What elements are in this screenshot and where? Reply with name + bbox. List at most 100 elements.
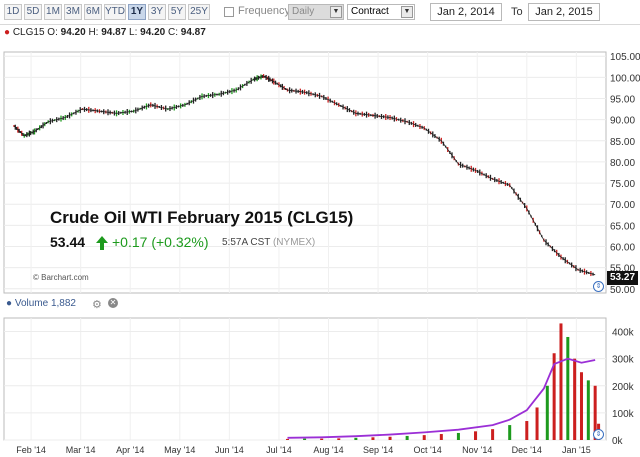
x-tick-label: Jul '14 (266, 445, 292, 455)
contract-value: Contract (351, 6, 389, 17)
volume-bar (586, 380, 590, 440)
volume-bar (337, 438, 341, 440)
volume-bar (320, 438, 324, 440)
volume-tick-label: 400k (612, 328, 635, 339)
volume-bar (552, 353, 556, 440)
price-scroll-button[interactable]: ⇕ (593, 281, 604, 292)
close-label: C: (167, 27, 178, 38)
volume-bar (285, 438, 289, 440)
volume-bar (439, 434, 443, 440)
quote-time: 5:57A CST (NYMEX) (222, 237, 315, 248)
range-1d[interactable]: 1D (4, 4, 22, 20)
volume-bar (474, 431, 478, 440)
volume-tick-label: 300k (612, 355, 635, 366)
x-tick-label: Nov '14 (462, 445, 492, 455)
ohlc-readout: ● CLG15 O: 94.20 H: 94.87 L: 94.20 C: 94… (4, 27, 206, 38)
price-tick-label: 105.00 (610, 52, 640, 63)
volume-bar (405, 435, 409, 440)
price-tick-label: 60.00 (610, 242, 635, 253)
range-3m[interactable]: 3M (64, 4, 82, 20)
volume-bar (579, 372, 583, 440)
price-tick-label: 90.00 (610, 116, 635, 127)
open-value: 94.20 (60, 27, 86, 38)
frequency-checkbox[interactable] (224, 7, 234, 17)
volume-bar (545, 385, 549, 440)
price-change: +0.17 (+0.32%) (112, 234, 209, 250)
x-tick-label: Sep '14 (363, 445, 393, 455)
price-tick-label: 85.00 (610, 137, 635, 148)
price-tick-label: 95.00 (610, 95, 635, 106)
volume-bar (456, 432, 460, 440)
range-ytd[interactable]: YTD (104, 4, 126, 20)
x-tick-label: Oct '14 (414, 445, 442, 455)
volume-average-line (287, 357, 596, 439)
volume-tick-label: 200k (612, 382, 635, 393)
price-tick-label: 50.00 (610, 285, 635, 296)
x-tick-label: Jan '15 (562, 445, 591, 455)
volume-bar (371, 437, 375, 440)
to-date-input[interactable]: Jan 2, 2015 (528, 3, 600, 21)
x-tick-label: Aug '14 (313, 445, 343, 455)
volume-label: ● Volume 1,882 (6, 298, 76, 309)
from-date-input[interactable]: Jan 2, 2014 (430, 3, 502, 21)
last-price-tag: 53.27 (607, 271, 638, 285)
range-3y[interactable]: 3Y (148, 4, 166, 20)
chevron-down-icon: ▼ (401, 6, 413, 18)
collapse-triangle-icon[interactable]: ● (6, 298, 13, 309)
price-tick-label: 100.00 (610, 73, 640, 84)
volume-bar (566, 336, 570, 440)
volume-bar (508, 425, 512, 440)
last-price: 53.44 (50, 234, 86, 250)
volume-bar (593, 385, 597, 440)
contract-select[interactable]: Contract ▼ (347, 4, 415, 20)
volume-bar (535, 407, 539, 440)
high-value: 94.87 (101, 27, 127, 38)
instrument-title: Crude Oil WTI February 2015 (CLG15) (50, 208, 354, 227)
symbol: CLG15 (12, 27, 45, 38)
range-1m[interactable]: 1M (44, 4, 62, 20)
volume-scroll-button[interactable]: ⇕ (593, 429, 604, 440)
range-6m[interactable]: 6M (84, 4, 102, 20)
low-label: L: (129, 27, 138, 38)
price-tick-label: 65.00 (610, 221, 635, 232)
volume-bar (573, 358, 577, 440)
open-label: O: (47, 27, 58, 38)
x-tick-label: May '14 (164, 445, 195, 455)
range-25y[interactable]: 25Y (188, 4, 210, 20)
volume-bar (525, 421, 529, 440)
volume-label-text: Volume (14, 298, 49, 309)
range-5y[interactable]: 5Y (168, 4, 186, 20)
range-1y[interactable]: 1Y (128, 4, 146, 20)
series-dot-icon: ● (4, 27, 11, 38)
x-tick-label: Dec '14 (512, 445, 542, 455)
low-value: 94.20 (140, 27, 166, 38)
volume-bar (491, 429, 495, 440)
high-label: H: (88, 27, 99, 38)
close-icon[interactable]: ✕ (108, 298, 118, 308)
close-value: 94.87 (180, 27, 206, 38)
x-tick-label: Jun '14 (215, 445, 244, 455)
barchart-credit: © Barchart.com (33, 273, 89, 282)
frequency-value: Daily (292, 6, 315, 17)
volume-tick-label: 0k (612, 436, 624, 447)
frequency-select[interactable]: Daily ▼ (288, 4, 344, 20)
range-5d[interactable]: 5D (24, 4, 42, 20)
gear-icon[interactable]: ⚙ (92, 299, 102, 311)
price-tick-label: 70.00 (610, 200, 635, 211)
x-tick-label: Feb '14 (16, 445, 46, 455)
volume-value: 1,882 (50, 298, 76, 309)
volume-bar (422, 435, 426, 440)
chevron-down-icon: ▼ (330, 6, 342, 18)
up-arrow-icon (96, 236, 108, 250)
volume-tick-label: 100k (612, 409, 635, 420)
price-volume-chart[interactable]: 50.00 55.00 60.00 65.00 70.00 75.00 80.00 85.00… (0, 40, 640, 457)
volume-bar (354, 437, 358, 440)
price-plot-frame (3, 51, 607, 294)
toolbar: 1D 5D 1M 3M 6M YTD 1Y 3Y 5Y 25Y Frequenc… (0, 0, 640, 25)
x-tick-label: Mar '14 (66, 445, 96, 455)
volume-plot-frame (3, 317, 607, 441)
volume-bar (388, 436, 392, 440)
x-tick-label: Apr '14 (116, 445, 144, 455)
quote-time-text: 5:57A CST (222, 237, 271, 248)
price-tick-label: 80.00 (610, 158, 635, 169)
